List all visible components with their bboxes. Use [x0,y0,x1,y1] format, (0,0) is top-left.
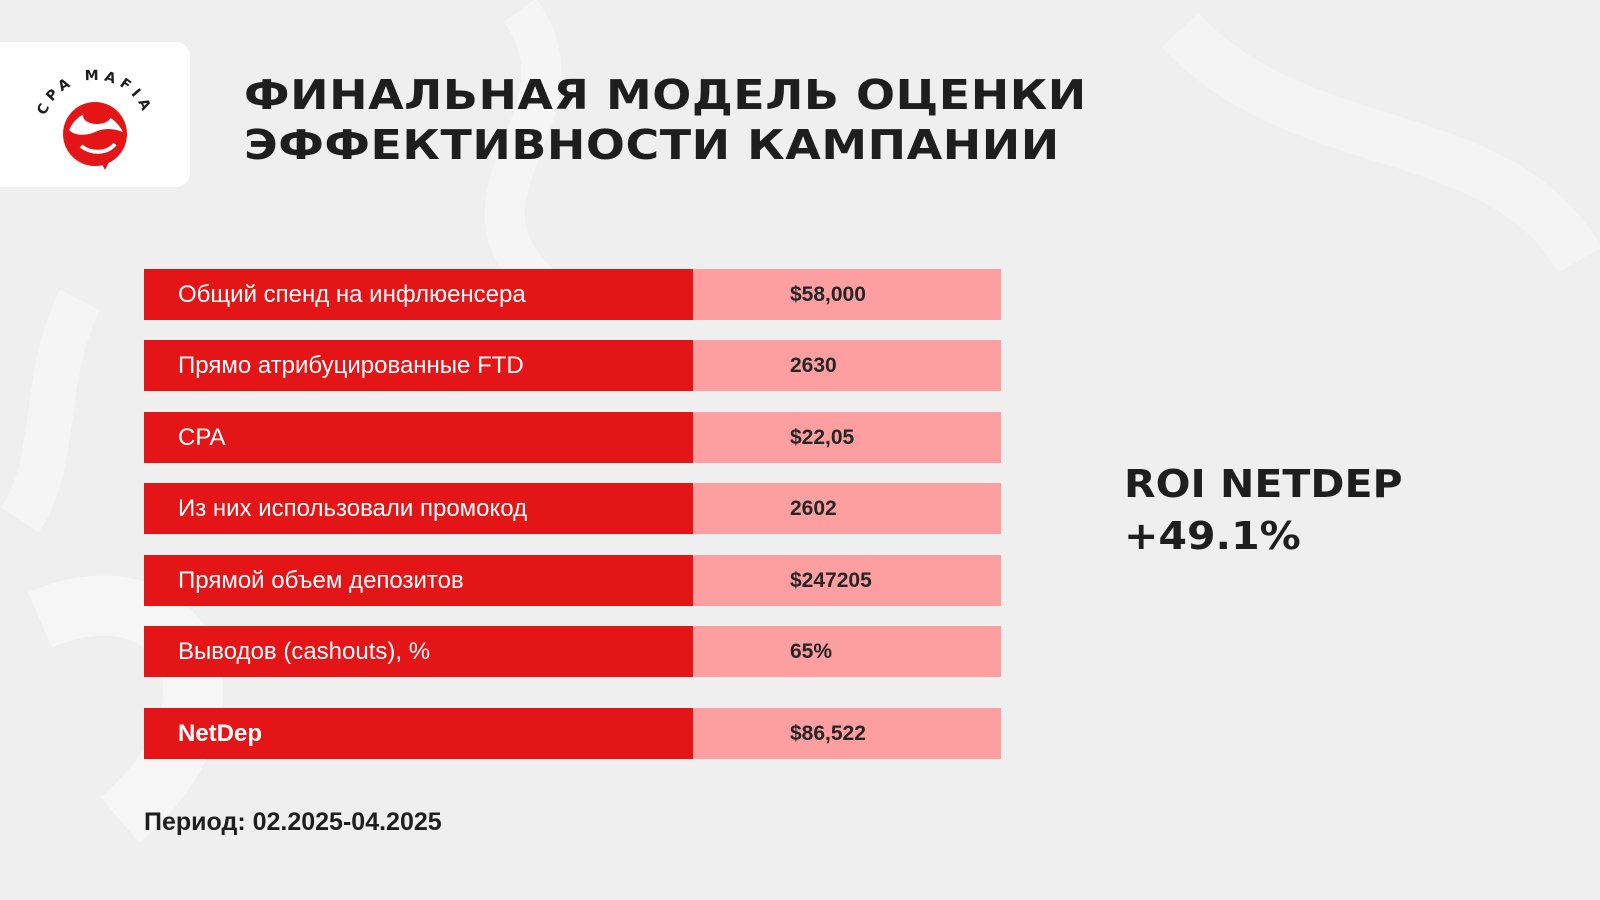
title-line-1: ФИНАЛЬНАЯ МОДЕЛЬ ОЦЕНКИ [244,71,1087,119]
title-line-2: ЭФФЕКТИВНОСТИ КАМПАНИИ [244,121,1060,169]
metric-label: Прямо атрибуцированные FTD [144,340,693,391]
page-title: ФИНАЛЬНАЯ МОДЕЛЬ ОЦЕНКИ ЭФФЕКТИВНОСТИ КА… [244,70,1087,170]
metric-row-deposits: Прямой объем депозитов $247205 [144,555,1001,606]
metric-value: $58,000 [693,269,1001,320]
metric-label: Из них использовали промокод [144,483,693,534]
roi-summary: ROI NETDEP +49.1% [1124,458,1403,562]
metric-row-cashouts: Выводов (cashouts), % 65% [144,626,1001,677]
metric-value: $86,522 [693,708,1001,759]
metric-value: 65% [693,626,1001,677]
roi-label: ROI NETDEP [1124,462,1403,506]
metric-label: Прямой объем депозитов [144,555,693,606]
metric-label: Выводов (cashouts), % [144,626,693,677]
metric-value: 2602 [693,483,1001,534]
metric-row-spend: Общий спенд на инфлюенсера $58,000 [144,269,1001,320]
metric-row-promocode: Из них использовали промокод 2602 [144,483,1001,534]
roi-value: +49.1% [1124,514,1301,558]
metric-value: $22,05 [693,412,1001,463]
metric-row-netdep: NetDep $86,522 [144,708,1001,759]
metric-row-cpa: CPA $22,05 [144,412,1001,463]
period-text: Период: 02.2025-04.2025 [144,808,442,836]
metric-value: $247205 [693,555,1001,606]
cpa-mafia-logo-icon: CPA MAFIA [34,68,151,170]
metric-value: 2630 [693,340,1001,391]
metric-row-ftd: Прямо атрибуцированные FTD 2630 [144,340,1001,391]
metric-label: CPA [144,412,693,463]
logo-card: CPA MAFIA [0,42,190,187]
metric-label: NetDep [144,708,693,759]
metric-label: Общий спенд на инфлюенсера [144,269,693,320]
